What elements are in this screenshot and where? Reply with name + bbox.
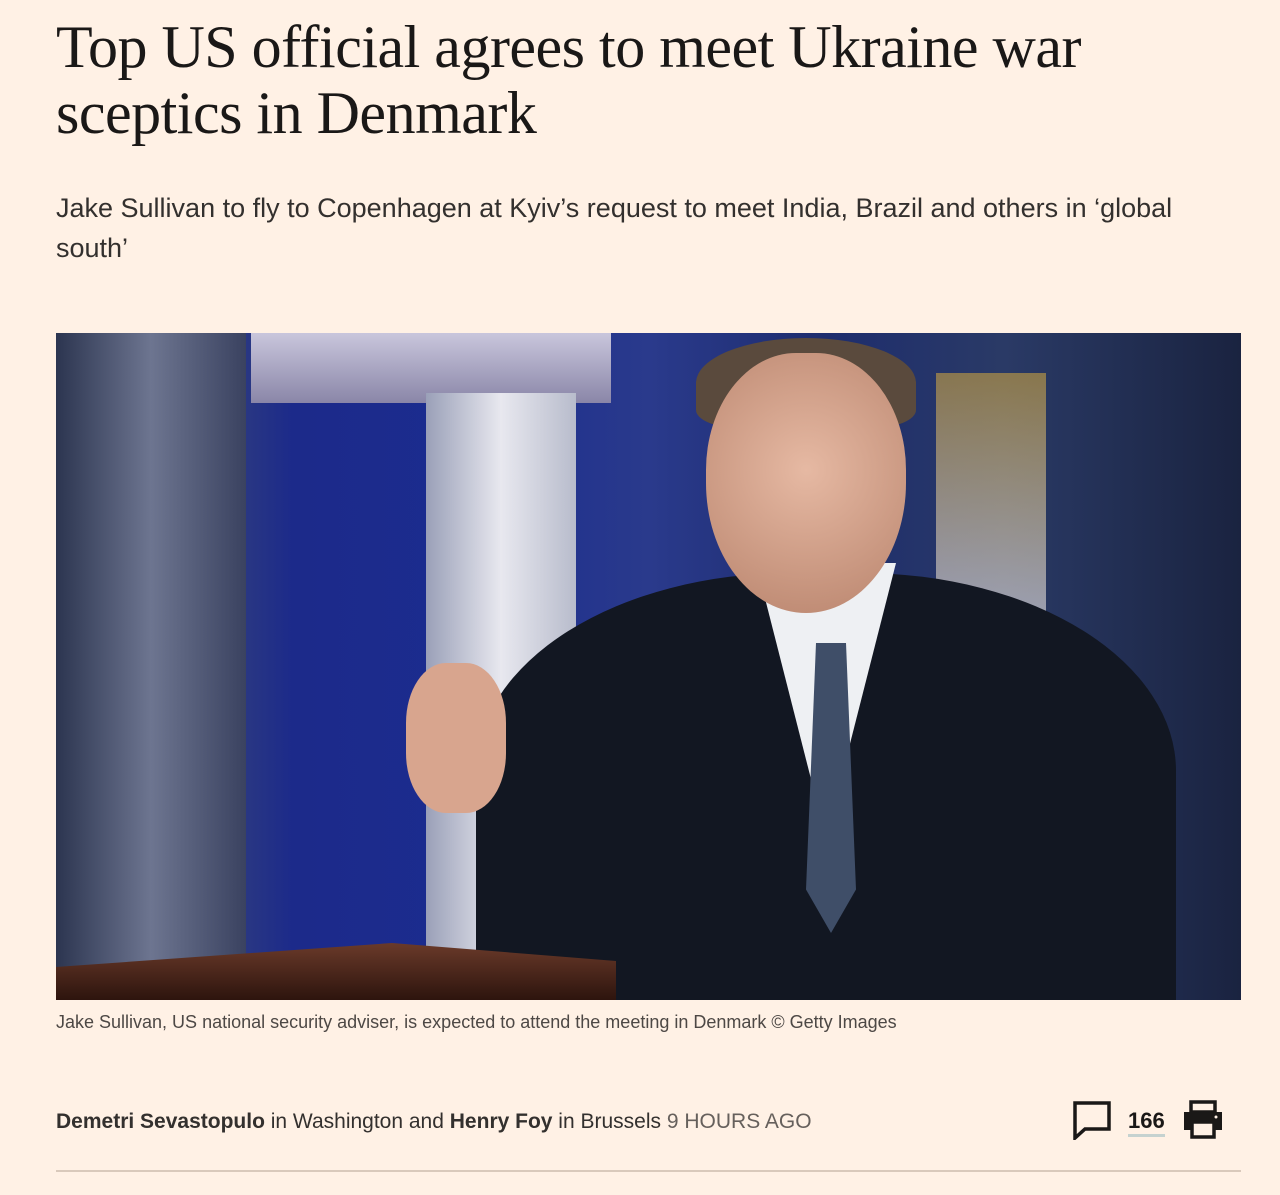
- author-link[interactable]: Henry Foy: [449, 1110, 553, 1133]
- location: Washington: [292, 1110, 404, 1133]
- byline-text: in: [264, 1110, 293, 1133]
- byline-text: and: [403, 1110, 450, 1133]
- image-caption: Jake Sullivan, US national security advi…: [56, 1012, 897, 1032]
- article-photo: [56, 333, 1241, 1000]
- comments-button[interactable]: 166: [1072, 1100, 1165, 1145]
- timestamp: 9 HOURS AGO: [666, 1110, 812, 1133]
- print-button[interactable]: [1183, 1100, 1223, 1145]
- speech-bubble-icon: [1072, 1100, 1112, 1145]
- divider: [56, 1170, 1241, 1172]
- comment-count[interactable]: 166: [1128, 1108, 1165, 1137]
- byline: Demetri Sevastopulo in Washington and He…: [56, 1108, 812, 1136]
- headline: Top US official agrees to meet Ukraine w…: [56, 14, 1082, 146]
- printer-icon: [1183, 1100, 1223, 1144]
- standfirst: Jake Sullivan to fly to Copenhagen at Ky…: [56, 193, 1173, 263]
- byline-text: in: [552, 1110, 581, 1133]
- author-link[interactable]: Demetri Sevastopulo: [56, 1110, 265, 1133]
- location: Brussels: [580, 1110, 662, 1133]
